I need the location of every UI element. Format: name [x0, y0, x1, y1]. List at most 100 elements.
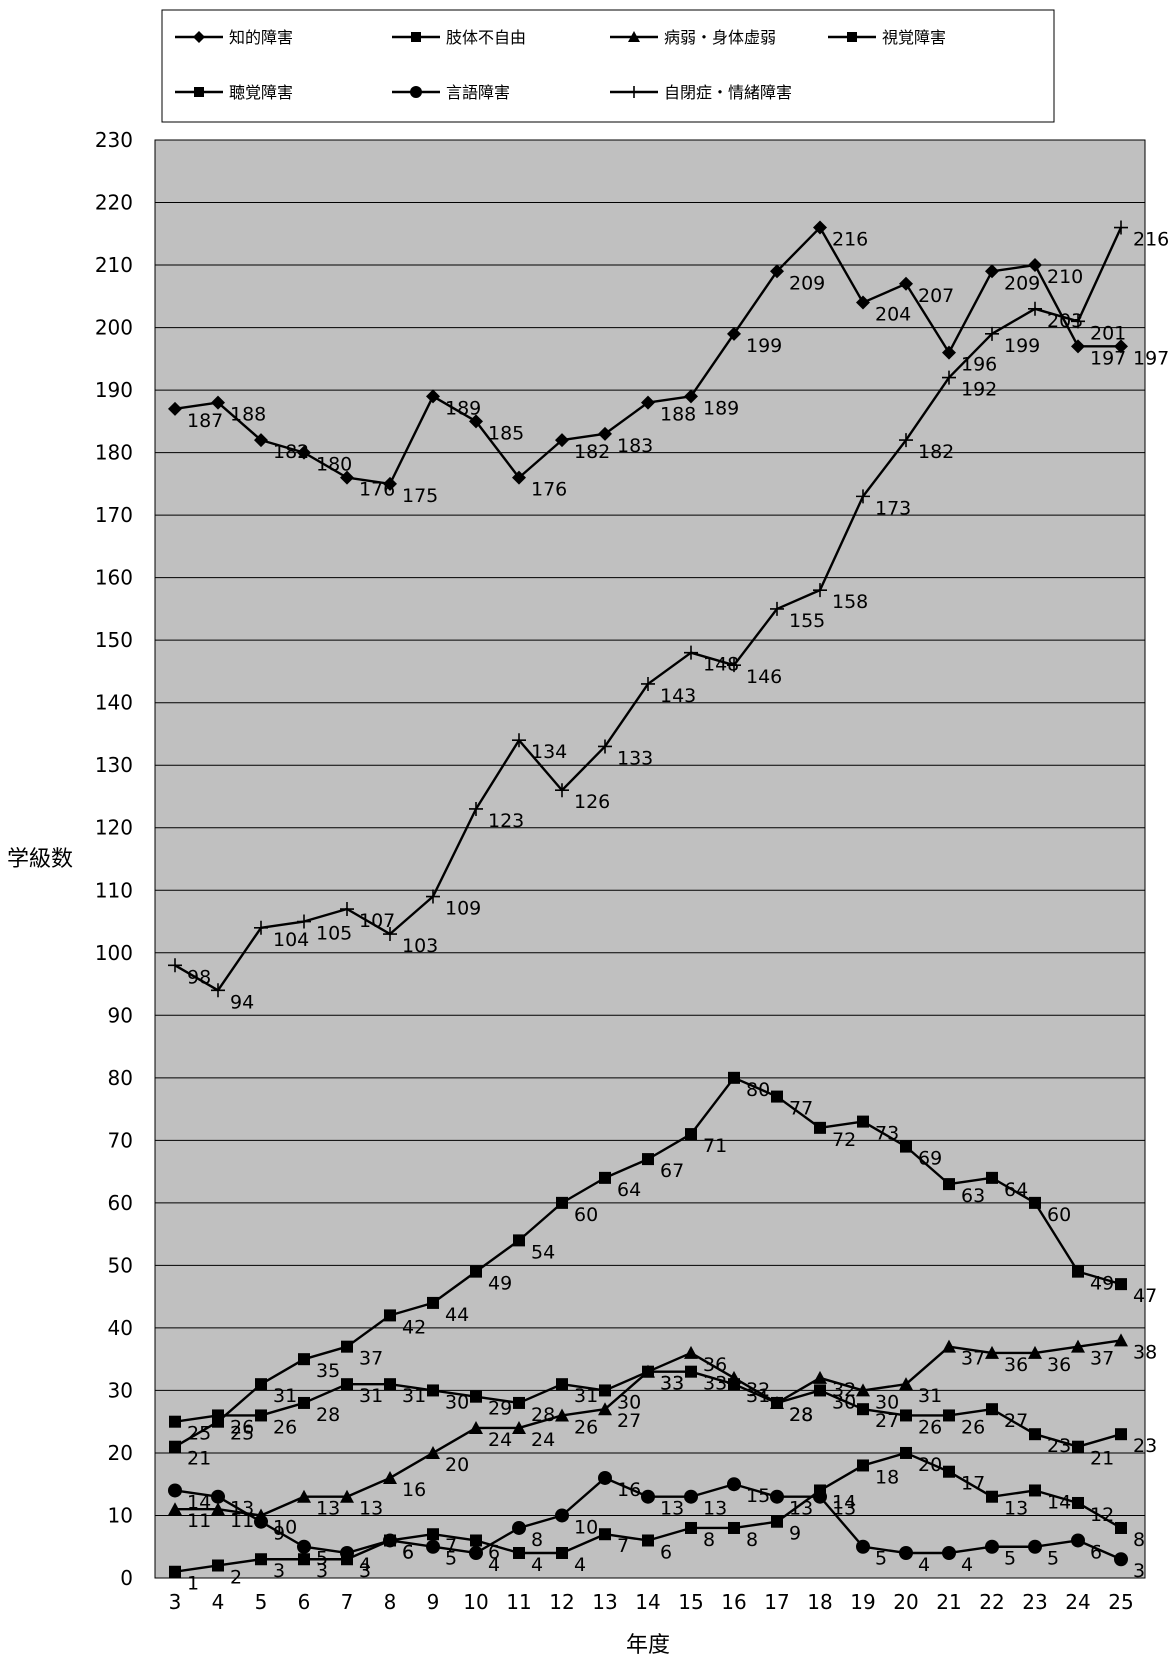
data-label: 182: [918, 441, 954, 463]
data-label: 13: [316, 1498, 340, 1520]
legend-marker: [194, 87, 204, 97]
data-point: [469, 414, 483, 429]
y-tick-label: 30: [108, 1378, 133, 1402]
data-point: [942, 1545, 956, 1560]
x-tick-label: 18: [807, 1590, 832, 1614]
x-tick-label: 3: [169, 1590, 182, 1614]
data-label: 4: [531, 1554, 543, 1576]
data-point: [211, 983, 225, 998]
data-point: [771, 1396, 783, 1409]
data-label: 5: [1047, 1548, 1059, 1570]
data-point: [943, 1409, 955, 1422]
x-tick-label: 7: [341, 1590, 354, 1614]
data-point: [555, 1508, 569, 1523]
data-label: 31: [918, 1385, 942, 1407]
data-point: [383, 1470, 397, 1484]
data-label: 4: [359, 1554, 371, 1576]
data-label: 7: [617, 1535, 629, 1557]
data-label: 197: [1133, 347, 1169, 369]
data-point: [642, 1153, 654, 1166]
data-label: 216: [832, 229, 868, 251]
data-point: [1071, 1533, 1085, 1548]
y-tick-label: 200: [95, 316, 133, 340]
data-point: [1071, 339, 1085, 354]
data-label: 98: [187, 966, 211, 988]
data-point: [942, 1339, 956, 1353]
data-label: 26: [574, 1416, 598, 1438]
data-label: 36: [1047, 1354, 1071, 1376]
x-tick-label: 9: [427, 1590, 440, 1614]
x-tick-label: 25: [1108, 1590, 1133, 1614]
data-label: 37: [359, 1348, 383, 1370]
data-point: [771, 1515, 783, 1528]
legend-marker: [628, 86, 640, 98]
y-tick-label: 100: [95, 941, 133, 965]
data-label: 197: [1090, 347, 1126, 369]
y-tick-label: 230: [95, 128, 133, 152]
data-label: 14: [187, 1491, 211, 1513]
data-label: 27: [1004, 1410, 1028, 1432]
data-label: 1: [187, 1573, 199, 1595]
data-label: 72: [832, 1129, 856, 1151]
data-point: [340, 1489, 354, 1503]
data-point: [556, 1546, 568, 1559]
data-point: [1115, 1278, 1127, 1291]
y-tick-label: 60: [108, 1191, 133, 1215]
data-point: [383, 927, 397, 942]
data-label: 210: [1047, 266, 1083, 288]
data-label: 8: [703, 1529, 715, 1551]
data-point: [555, 783, 569, 798]
data-point: [856, 1383, 870, 1397]
data-point: [1115, 1428, 1127, 1441]
data-point: [1114, 1552, 1128, 1567]
data-point: [685, 1365, 697, 1378]
data-label: 38: [1133, 1341, 1157, 1363]
data-point: [1115, 1521, 1127, 1534]
legend-label: 病弱・身体虚弱: [664, 28, 776, 47]
data-label: 209: [1004, 272, 1040, 294]
data-point: [685, 1521, 697, 1534]
data-point: [469, 801, 483, 816]
data-label: 26: [918, 1416, 942, 1438]
legend-marker: [411, 32, 421, 42]
data-label: 203: [1047, 310, 1083, 332]
data-label: 37: [961, 1348, 985, 1370]
data-point: [168, 1502, 182, 1516]
data-point: [986, 1490, 998, 1503]
data-label: 207: [918, 285, 954, 307]
data-label: 16: [402, 1479, 426, 1501]
y-axis: 0 10 20 30 40 50 60 70 80 90 100 110 120 130 140 150 160…: [95, 128, 133, 1590]
data-point: [642, 1365, 654, 1378]
legend-entry: 自閉症・情緒障害: [610, 83, 792, 102]
data-point: [168, 958, 182, 973]
data-point: [211, 1489, 225, 1504]
data-label: 47: [1133, 1285, 1157, 1307]
data-label: 155: [789, 610, 825, 632]
data-label: 16: [617, 1479, 641, 1501]
data-label: 36: [703, 1354, 727, 1376]
data-label: 104: [273, 929, 309, 951]
y-tick-label: 120: [95, 816, 133, 840]
data-label: 7: [445, 1535, 457, 1557]
data-label: 143: [660, 685, 696, 707]
data-point: [942, 370, 956, 385]
data-label: 8: [746, 1529, 758, 1551]
data-point: [985, 1539, 999, 1554]
x-tick-label: 5: [255, 1590, 268, 1614]
y-tick-label: 10: [108, 1503, 133, 1527]
y-tick-label: 190: [95, 378, 133, 402]
data-point: [427, 1384, 439, 1397]
x-tick-label: 12: [549, 1590, 574, 1614]
data-point: [384, 1378, 396, 1391]
data-label: 33: [660, 1373, 684, 1395]
data-label: 3: [316, 1560, 328, 1582]
data-point: [426, 1445, 440, 1459]
series-7: 98 94 104 105 107 103 109 123 134 126 133 143 148 146…: [168, 220, 1169, 1013]
data-label: 6: [402, 1541, 414, 1563]
data-label: 49: [1090, 1273, 1114, 1295]
data-point: [1028, 1345, 1042, 1359]
data-label: 5: [316, 1548, 328, 1570]
data-label: 77: [789, 1098, 813, 1120]
